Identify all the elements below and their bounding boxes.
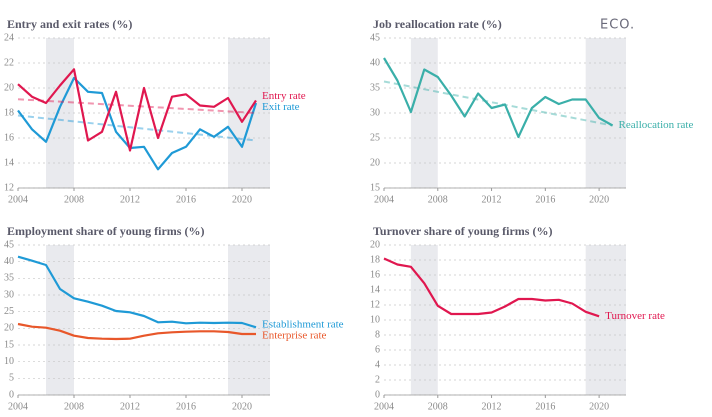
y-tick-label: 12 — [4, 182, 14, 193]
shaded-period — [228, 245, 270, 395]
series-line — [17, 68, 257, 152]
y-tick-label: 16 — [4, 132, 14, 143]
x-tick-label: 2016 — [535, 194, 555, 205]
y-tick-label: 40 — [4, 256, 14, 267]
y-tick-label: 4 — [375, 359, 380, 370]
series-line — [383, 57, 614, 139]
x-tick-label: 2012 — [120, 401, 140, 412]
logo: ECO. — [600, 18, 635, 33]
series-line — [383, 257, 600, 318]
x-tick-label: 2012 — [482, 194, 502, 205]
x-tick-label: 2008 — [64, 401, 84, 412]
x-tick-label: 2004 — [8, 401, 28, 412]
y-tick-label: 24 — [4, 32, 14, 43]
y-tick-label: 45 — [4, 239, 14, 250]
y-tick-label: 20 — [370, 239, 380, 250]
x-tick-label: 2012 — [120, 194, 140, 205]
x-tick-label: 2016 — [176, 194, 196, 205]
x-tick-label: 2008 — [428, 194, 448, 205]
x-tick-label: 2012 — [482, 401, 502, 412]
x-tick-label: 2020 — [589, 401, 609, 412]
y-tick-label: 25 — [370, 132, 380, 143]
y-tick-label: 20 — [4, 323, 14, 334]
y-tick-label: 45 — [370, 32, 380, 43]
series-label: Establishment rate — [262, 319, 344, 331]
x-tick-label: 2020 — [232, 194, 252, 205]
y-tick-label: 18 — [4, 107, 14, 118]
y-tick-label: 6 — [375, 344, 380, 355]
y-tick-label: 25 — [4, 306, 14, 317]
chart-title: Job reallocation rate (%) — [373, 17, 502, 31]
series-line — [17, 76, 258, 171]
y-tick-label: 12 — [370, 299, 380, 310]
y-tick-label: 22 — [4, 57, 14, 68]
y-tick-label: 14 — [4, 157, 14, 168]
y-tick-label: 40 — [370, 57, 380, 68]
chart-title: Turnover share of young firms (%) — [373, 224, 552, 238]
series-label: Enterprise rate — [262, 330, 327, 342]
x-tick-label: 2008 — [428, 401, 448, 412]
x-tick-label: 2008 — [64, 194, 84, 205]
x-tick-label: 2004 — [8, 194, 28, 205]
x-tick-label: 2004 — [374, 194, 394, 205]
series-label: Entry rate — [262, 90, 306, 102]
x-tick-label: 2004 — [374, 401, 394, 412]
series-label: Reallocation rate — [619, 119, 694, 131]
y-tick-label: 14 — [370, 284, 380, 295]
trend-line — [383, 80, 613, 127]
y-tick-label: 20 — [4, 82, 14, 93]
y-tick-label: 0 — [375, 389, 380, 400]
x-tick-label: 2016 — [535, 401, 555, 412]
series-label: Turnover rate — [605, 310, 665, 322]
y-tick-label: 16 — [370, 269, 380, 280]
chart-title: Entry and exit rates (%) — [7, 17, 132, 31]
chart-title: Employment share of young firms (%) — [7, 224, 204, 238]
series-label: Exit rate — [262, 101, 300, 113]
y-tick-label: 20 — [370, 157, 380, 168]
x-tick-label: 2020 — [232, 401, 252, 412]
y-tick-label: 8 — [375, 329, 380, 340]
x-tick-label: 2020 — [589, 194, 609, 205]
y-tick-label: 0 — [9, 389, 14, 400]
shaded-period — [46, 245, 74, 395]
y-tick-label: 35 — [4, 273, 14, 284]
x-tick-label: 2016 — [176, 401, 196, 412]
y-tick-label: 2 — [375, 374, 380, 385]
y-tick-label: 10 — [370, 314, 380, 325]
y-tick-label: 5 — [9, 373, 14, 384]
y-tick-label: 35 — [370, 82, 380, 93]
y-tick-label: 18 — [370, 254, 380, 265]
y-tick-label: 15 — [4, 339, 14, 350]
series-line — [17, 255, 257, 329]
y-tick-label: 30 — [4, 289, 14, 300]
y-tick-label: 30 — [370, 107, 380, 118]
series-line — [17, 322, 256, 341]
y-tick-label: 10 — [4, 356, 14, 367]
y-tick-label: 15 — [370, 182, 380, 193]
